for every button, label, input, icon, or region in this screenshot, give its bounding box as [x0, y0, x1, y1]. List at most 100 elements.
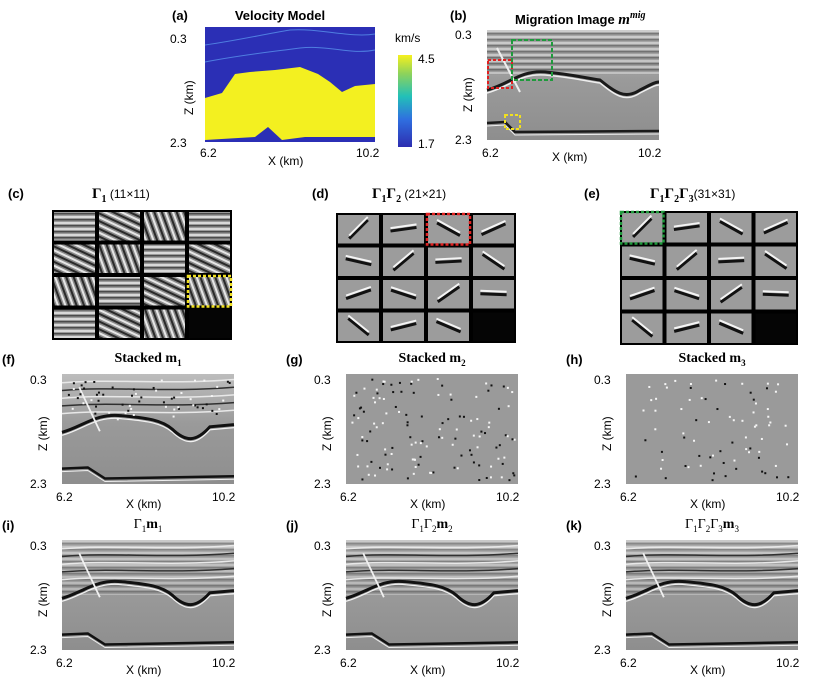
panel-j-xleft: 6.2 [340, 656, 357, 670]
panel-g-xlabel: X (km) [410, 497, 445, 511]
filter-cell [189, 244, 230, 273]
filter-cell [338, 280, 379, 309]
filter-cell [473, 215, 514, 244]
panel-b-xright: 10.2 [638, 146, 662, 160]
colorbar-min: 1.7 [418, 137, 435, 151]
panel-f-xright: 10.2 [212, 490, 236, 504]
filter-cell [711, 213, 752, 243]
panel-g-xright: 10.2 [496, 490, 520, 504]
panel-e-title: Γ1Γ2Γ3(31×31) [650, 186, 735, 205]
filter-cell [428, 312, 469, 341]
panel-j-ylabel: Z (km) [320, 582, 334, 617]
panel-b-ylabel: Z (km) [461, 77, 475, 112]
panel-e-label: (e) [584, 186, 600, 201]
filter-cell [755, 213, 796, 243]
panel-j-image [345, 540, 519, 650]
panel-i-image [61, 540, 235, 650]
panel-k-ylabel: Z (km) [600, 582, 614, 617]
filter-cell [428, 280, 469, 309]
panel-i: (i) Γ1m1 0.3 2.3 Z (km) 6.2 10.2 X (km) [2, 517, 236, 677]
panel-h-xright: 10.2 [776, 490, 800, 504]
stacked-title: Stacked m1 [114, 351, 182, 368]
panel-h-ybottom: 2.3 [594, 477, 611, 491]
highlight-box [186, 274, 233, 308]
filter-cell [666, 313, 707, 343]
filter-cell [144, 309, 185, 338]
highlight-box [425, 212, 472, 246]
colorbar-unit: km/s [395, 31, 420, 45]
panel-k-xlabel: X (km) [690, 663, 725, 677]
filter-cell [338, 215, 379, 244]
panel-b-ytop: 0.3 [455, 28, 472, 42]
panel-b-title: Migration Image mmig [515, 10, 646, 28]
filter-cell [144, 212, 185, 241]
reconstruction-title: Γ1m1 [134, 517, 163, 534]
panel-g-image [346, 374, 518, 484]
panel-j-xlabel: X (km) [410, 663, 445, 677]
filter-cell [383, 247, 424, 276]
filter-cell [99, 309, 140, 338]
panel-a-title: Velocity Model [235, 8, 325, 23]
filter-cell [383, 280, 424, 309]
filter-cell [383, 215, 424, 244]
panel-a-ylabel: Z (km) [182, 80, 196, 115]
velocity-colorbar [398, 55, 412, 147]
filter-cell [428, 247, 469, 276]
filter-cell [473, 280, 514, 309]
panel-d-label: (d) [312, 186, 329, 201]
filter-cell [473, 247, 514, 276]
filter-cell [711, 246, 752, 276]
panel-k-ytop: 0.3 [594, 539, 611, 553]
panel-f-ylabel: Z (km) [36, 416, 50, 451]
stacked-title: Stacked m3 [678, 351, 746, 368]
panel-k-xright: 10.2 [776, 656, 800, 670]
reconstruction-title: Γ1Γ2m2 [411, 517, 452, 534]
filter-cell [428, 215, 469, 244]
panel-h-label: (h) [566, 352, 583, 367]
filter-cell [338, 247, 379, 276]
filter-cell [755, 313, 796, 343]
filter-cell [755, 280, 796, 310]
filter-grid-d [336, 212, 516, 343]
filter-cell [54, 212, 95, 241]
panel-i-xright: 10.2 [212, 656, 236, 670]
panel-a-ybottom: 2.3 [170, 136, 187, 150]
panel-j-label: (j) [286, 518, 298, 533]
panel-i-xlabel: X (km) [126, 663, 161, 677]
migration-image [486, 30, 660, 140]
filter-cell [54, 244, 95, 273]
panel-g-ybottom: 2.3 [314, 477, 331, 491]
panel-f-image [61, 374, 235, 484]
panel-b-ybottom: 2.3 [455, 133, 472, 147]
filter-grid-c [52, 210, 233, 340]
filter-cell [189, 309, 230, 338]
filter-cell [622, 213, 663, 243]
panel-b-label: (b) [450, 8, 467, 23]
panel-h-ytop: 0.3 [594, 373, 611, 387]
filter-cell [54, 309, 95, 338]
panel-a-label: (a) [172, 8, 188, 23]
panel-k-image [625, 540, 799, 650]
panel-g: (g) Stacked m2 0.3 2.3 Z (km) 6.2 10.2 X (km) [286, 351, 520, 511]
panel-c-label: (c) [8, 186, 24, 201]
velocity-model-image [204, 27, 376, 142]
filter-cell [189, 277, 230, 306]
filter-cell [622, 313, 663, 343]
filter-cell [473, 312, 514, 341]
panel-j-ybottom: 2.3 [314, 643, 331, 657]
panel-i-xleft: 6.2 [56, 656, 73, 670]
filter-cell [622, 246, 663, 276]
filter-cell [338, 312, 379, 341]
panel-d-title: Γ1Γ2 (21×21) [372, 186, 446, 205]
panel-f-xleft: 6.2 [56, 490, 73, 504]
filter-grid-e [619, 210, 798, 345]
filter-cell [99, 277, 140, 306]
filter-cell [711, 313, 752, 343]
panel-a-ytop: 0.3 [170, 32, 187, 46]
panel-h-ylabel: Z (km) [600, 416, 614, 451]
filter-cell [711, 280, 752, 310]
filter-cell [144, 277, 185, 306]
panel-k: (k) Γ1Γ2Γ3m3 0.3 2.3 Z (km) 6.2 10.2 X (km) [566, 517, 800, 677]
panel-f-ybottom: 2.3 [30, 477, 47, 491]
panel-i-label: (i) [2, 518, 14, 533]
